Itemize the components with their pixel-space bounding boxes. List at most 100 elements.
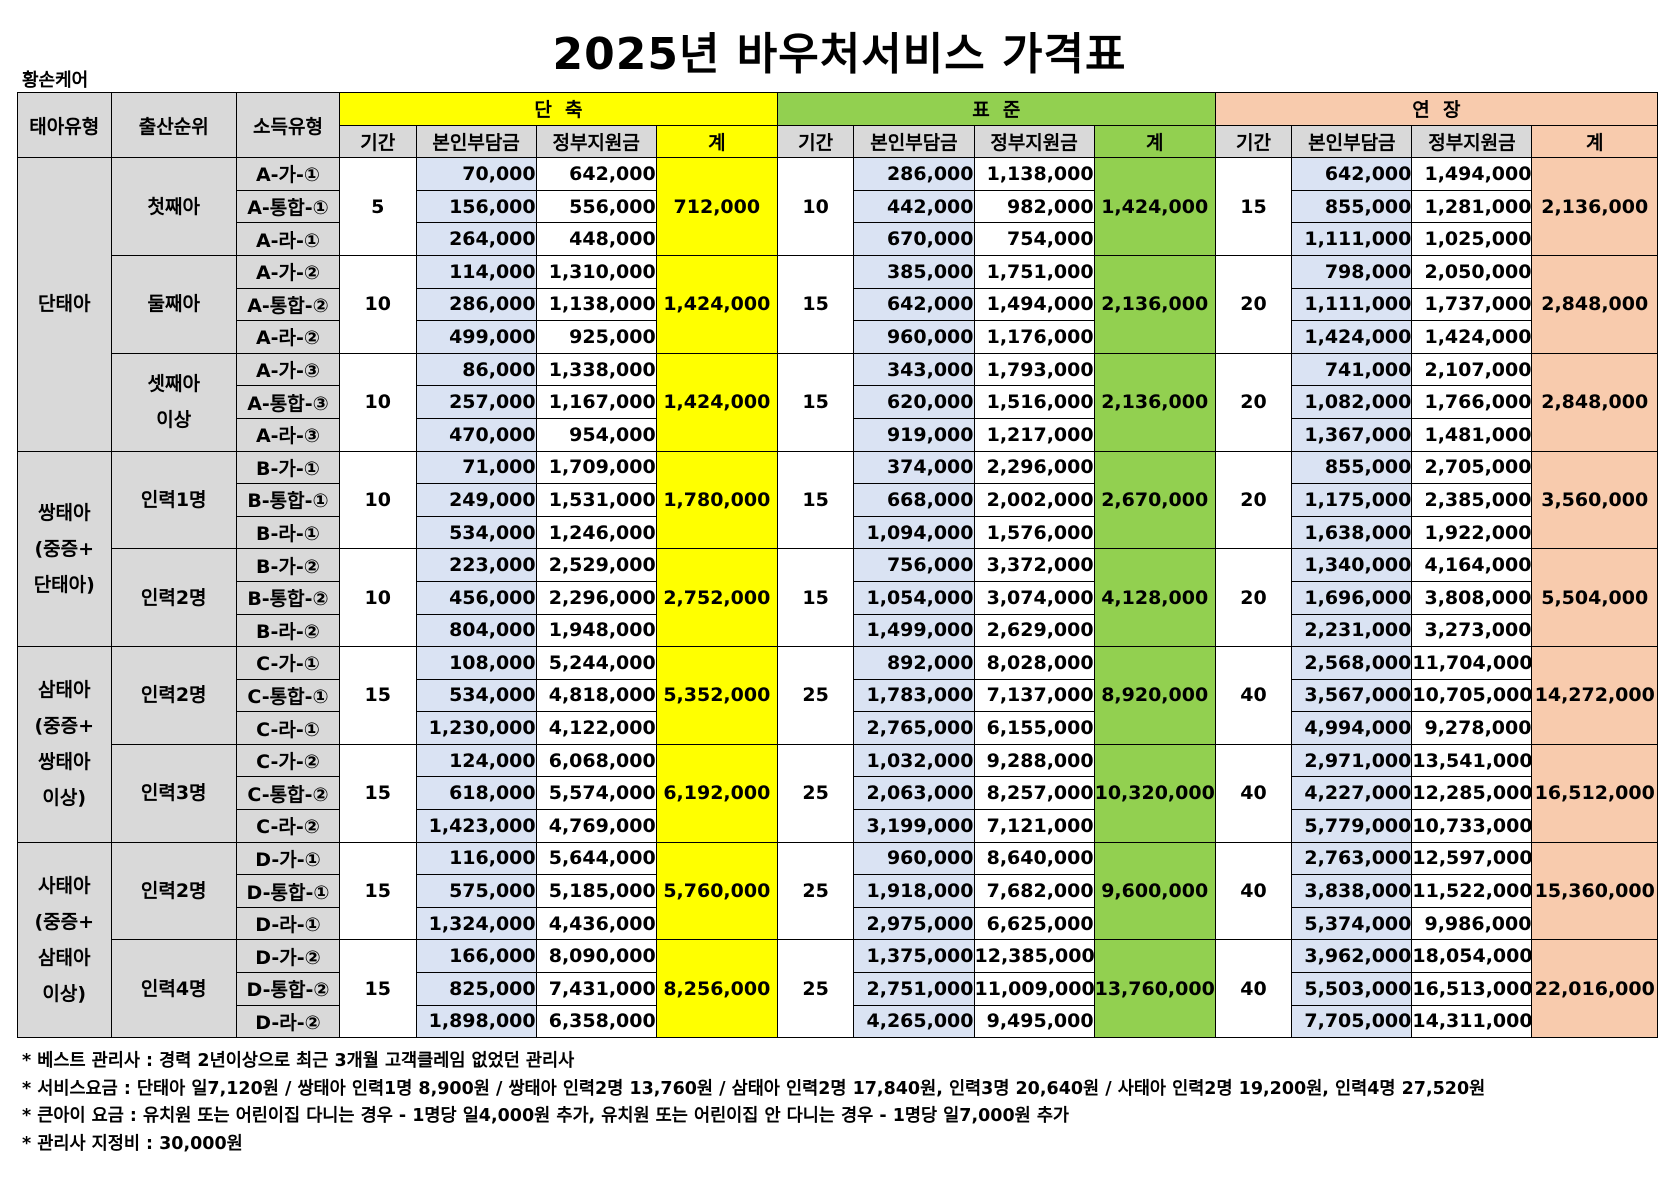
income-type-cell: A-가-① <box>235 157 341 191</box>
standard-period-cell: 25 <box>776 841 855 941</box>
extended-period-cell: 40 <box>1214 939 1293 1039</box>
standard-period-cell: 15 <box>776 254 855 354</box>
short-period-cell: 15 <box>339 841 417 941</box>
short-self-pay-cell: 1,324,000 <box>415 906 537 941</box>
birth-order-cell: 둘째아 <box>110 254 237 354</box>
table-row: 단태아 첫째아 A-가-① 5 70,000 642,000 712,000 10 286,00… <box>17 157 1658 452</box>
birth-order-cell: 인력3명 <box>110 743 237 843</box>
short-gov-cell: 1,531,000 <box>535 483 657 517</box>
extended-gov-cell: 3,808,000 <box>1411 580 1533 615</box>
standard-self-pay-cell: 442,000 <box>853 189 975 224</box>
extended-period-cell: 20 <box>1214 352 1293 452</box>
table-row: B-라-② 804,000 1,948,000 1,499,000 2,629,000 2… <box>18 613 1658 648</box>
standard-gov-cell: 7,121,000 <box>973 809 1095 843</box>
income-type-cell: A-통합-② <box>235 287 341 322</box>
standard-gov-cell: 6,155,000 <box>973 711 1095 745</box>
table-row: 삼태아 (중증+ 쌍태아 이상) 인력2명 C-가-① 15 108,000 5,244,… <box>17 646 1658 843</box>
fetal-type-cell: 삼태아 (중증+ 쌍태아 이상) <box>17 646 112 843</box>
short-gov-cell: 2,296,000 <box>535 580 657 615</box>
standard-self-pay-cell: 1,918,000 <box>853 874 975 908</box>
standard-gov-cell: 1,494,000 <box>973 287 1095 322</box>
birth-order-cell: 인력1명 <box>110 450 237 550</box>
income-type-cell: B-가-① <box>235 450 341 485</box>
standard-self-pay-cell: 4,265,000 <box>853 1004 975 1039</box>
table-row: B-통합-① 249,000 1,531,000 668,000 2,002,000 1,… <box>18 483 1658 517</box>
page-title: 2025년 바우처서비스 가격표 <box>552 29 1127 80</box>
short-self-pay-cell: 1,423,000 <box>415 809 537 843</box>
short-total-cell: 712,000 <box>655 157 778 256</box>
extended-self-pay-cell: 2,971,000 <box>1291 743 1413 778</box>
extended-gov-cell: 2,107,000 <box>1411 352 1533 387</box>
short-period-cell: 10 <box>339 450 417 550</box>
header-extended-period: 기간 <box>1214 124 1293 159</box>
extended-period-cell: 20 <box>1214 254 1293 354</box>
table-row: C-라-① 1,230,000 4,122,000 2,765,000 6,155,00… <box>18 711 1658 745</box>
header-short-period: 기간 <box>339 124 417 159</box>
header-fetal-type: 태아유형 <box>17 91 112 159</box>
price-table: 태아유형 출산순위 소득유형 단 축 표 준 연 장 기간 본인부담금 정부지원… <box>17 91 1659 1039</box>
table-row: 둘째아 A-가-② 10 114,000 1,310,000 1,424,000 15 385… <box>18 254 1658 354</box>
header-income-type: 소득유형 <box>235 91 341 159</box>
header-short-self-pay: 본인부담금 <box>415 124 537 159</box>
extended-gov-cell: 3,273,000 <box>1411 613 1533 648</box>
extended-period-cell: 20 <box>1214 450 1293 550</box>
extended-gov-cell: 13,541,000 <box>1411 743 1533 778</box>
standard-self-pay-cell: 286,000 <box>853 157 975 191</box>
income-type-cell: A-가-③ <box>235 352 341 387</box>
standard-self-pay-cell: 1,054,000 <box>853 580 975 615</box>
table-row: D-라-① 1,324,000 4,436,000 2,975,000 6,625,00… <box>18 906 1658 941</box>
table-row: B-통합-② 456,000 2,296,000 1,054,000 3,074,000… <box>18 580 1658 615</box>
table-row: C-라-② 1,423,000 4,769,000 3,199,000 7,121,00… <box>18 809 1658 843</box>
short-gov-cell: 925,000 <box>535 320 657 354</box>
standard-self-pay-cell: 2,765,000 <box>853 711 975 745</box>
extended-gov-cell: 4,164,000 <box>1411 548 1533 582</box>
extended-self-pay-cell: 1,696,000 <box>1291 580 1413 615</box>
extended-gov-cell: 9,986,000 <box>1411 906 1533 941</box>
short-gov-cell: 4,818,000 <box>535 678 657 713</box>
short-total-cell: 5,760,000 <box>655 841 778 941</box>
note-best-manager: * 베스트 관리사 : 경력 2년이상으로 최근 3개월 고객클레임 없었던 관… <box>22 1051 575 1071</box>
notes: * 베스트 관리사 : 경력 2년이상으로 최근 3개월 고객클레임 없었던 관… <box>22 1048 1485 1158</box>
income-type-cell: D-통합-① <box>235 874 341 908</box>
short-self-pay-cell: 124,000 <box>415 743 537 778</box>
standard-self-pay-cell: 374,000 <box>853 450 975 485</box>
standard-gov-cell: 7,682,000 <box>973 874 1095 908</box>
standard-gov-cell: 982,000 <box>973 189 1095 224</box>
table-row: C-통합-① 534,000 4,818,000 1,783,000 7,137,000… <box>18 678 1658 713</box>
standard-total-cell: 2,136,000 <box>1093 254 1216 354</box>
extended-total-cell: 14,272,000 <box>1531 646 1658 745</box>
extended-gov-cell: 1,281,000 <box>1411 189 1533 224</box>
table-row: D-통합-② 825,000 7,431,000 2,751,000 11,009,00… <box>18 972 1658 1006</box>
extended-gov-cell: 1,424,000 <box>1411 320 1533 354</box>
standard-gov-cell: 1,138,000 <box>973 157 1095 191</box>
fetal-type-cell: 쌍태아 (중증+ 단태아) <box>17 450 112 648</box>
standard-gov-cell: 1,176,000 <box>973 320 1095 354</box>
header-standard-self-pay: 본인부담금 <box>853 124 975 159</box>
standard-self-pay-cell: 670,000 <box>853 222 975 256</box>
header-standard-gov: 정부지원금 <box>973 124 1095 159</box>
short-self-pay-cell: 499,000 <box>415 320 537 354</box>
extended-total-cell: 2,848,000 <box>1531 254 1658 354</box>
standard-gov-cell: 1,576,000 <box>973 515 1095 550</box>
short-gov-cell: 5,185,000 <box>535 874 657 908</box>
note-designation-fee: * 관리사 지정비 : 30,000원 <box>22 1133 243 1154</box>
short-self-pay-cell: 70,000 <box>415 157 537 191</box>
extended-gov-cell: 2,385,000 <box>1411 483 1533 517</box>
short-self-pay-cell: 156,000 <box>415 189 537 224</box>
short-period-cell: 5 <box>339 157 417 256</box>
income-type-cell: A-라-② <box>235 320 341 354</box>
standard-self-pay-cell: 668,000 <box>853 483 975 517</box>
header-extended-gov: 정부지원금 <box>1411 124 1533 159</box>
extended-gov-cell: 1,494,000 <box>1411 157 1533 191</box>
standard-gov-cell: 8,028,000 <box>973 646 1095 680</box>
standard-self-pay-cell: 960,000 <box>853 320 975 354</box>
birth-order-cell: 첫째아 <box>110 157 237 256</box>
header-extended: 연 장 <box>1214 92 1659 126</box>
short-gov-cell: 4,122,000 <box>535 711 657 745</box>
note-older-child-fee: * 큰아이 요금 : 유치원 또는 어린이집 다니는 경우 - 1명당 일4,0… <box>22 1106 1070 1126</box>
table-row: A-통합-② 286,000 1,138,000 642,000 1,494,000 1,… <box>18 287 1658 322</box>
income-type-cell: C-라-② <box>235 809 341 843</box>
header-birth-order: 출산순위 <box>110 91 237 159</box>
short-self-pay-cell: 249,000 <box>415 483 537 517</box>
standard-gov-cell: 12,385,000 <box>973 939 1095 974</box>
